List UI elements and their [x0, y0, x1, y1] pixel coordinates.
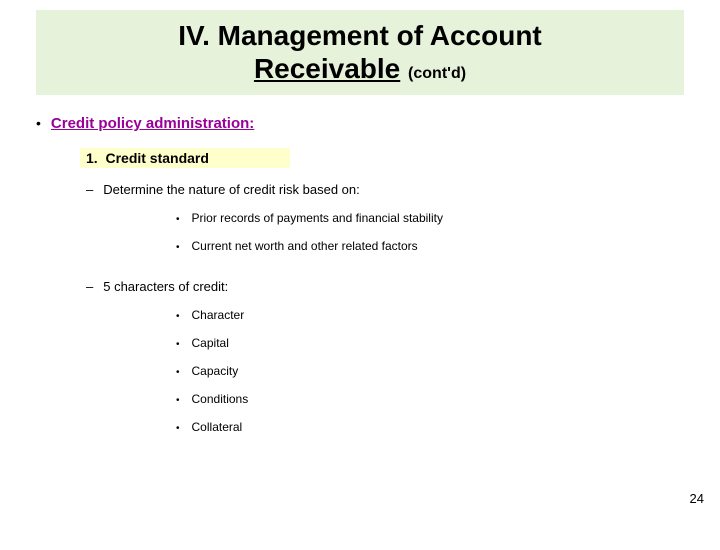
level4-item: • Character — [176, 308, 684, 322]
level1-item: • Credit policy administration: — [36, 115, 684, 132]
level4-text: Capital — [192, 336, 229, 350]
bullet-icon: • — [176, 395, 180, 406]
level4-text: Collateral — [192, 420, 243, 434]
level4-item: • Capital — [176, 336, 684, 350]
title-line2: Receivable (cont'd) — [36, 53, 684, 85]
bullet-icon: • — [176, 311, 180, 322]
level3-item: – Determine the nature of credit risk ba… — [86, 182, 684, 197]
level4-item: • Prior records of payments and financia… — [176, 211, 684, 225]
level4-item: • Current net worth and other related fa… — [176, 239, 684, 253]
page-number: 24 — [690, 491, 704, 506]
level1-text: Credit policy administration: — [51, 115, 254, 132]
level4-text: Capacity — [192, 364, 239, 378]
dash-icon: – — [86, 182, 93, 197]
level4-item: • Capacity — [176, 364, 684, 378]
level4-text: Character — [192, 308, 245, 322]
level2-number: 1. — [86, 150, 98, 166]
level2-text: Credit standard — [105, 150, 208, 166]
level2-highlight: 1. Credit standard — [80, 148, 290, 168]
bullet-icon: • — [176, 339, 180, 350]
level4-item: • Conditions — [176, 392, 684, 406]
bullet-icon: • — [176, 242, 180, 253]
level4-item: • Collateral — [176, 420, 684, 434]
bullet-icon: • — [36, 115, 41, 132]
level3-item: – 5 characters of credit: — [86, 279, 684, 294]
dash-icon: – — [86, 279, 93, 294]
bullet-icon: • — [176, 367, 180, 378]
title-underlined: Receivable — [254, 53, 400, 84]
level4-text: Conditions — [192, 392, 249, 406]
level3-text: Determine the nature of credit risk base… — [103, 182, 360, 197]
level3-text: 5 characters of credit: — [103, 279, 228, 294]
level4-text: Prior records of payments and financial … — [192, 211, 443, 225]
title-block: IV. Management of Account Receivable (co… — [36, 10, 684, 95]
title-line1: IV. Management of Account — [36, 18, 684, 53]
content-area: • Credit policy administration: 1. Credi… — [0, 95, 720, 434]
title-contd: (cont'd) — [408, 65, 466, 82]
bullet-icon: • — [176, 423, 180, 434]
level4-text: Current net worth and other related fact… — [192, 239, 418, 253]
bullet-icon: • — [176, 214, 180, 225]
